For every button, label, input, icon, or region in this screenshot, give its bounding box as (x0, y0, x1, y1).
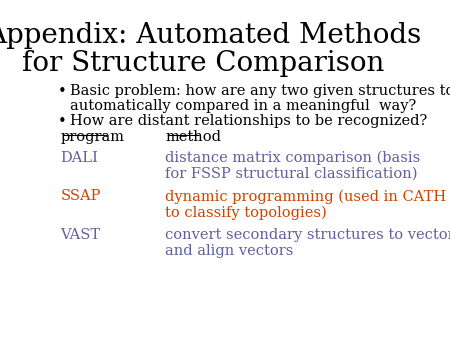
Text: dynamic programming (used in CATH: dynamic programming (used in CATH (166, 189, 446, 203)
Text: program: program (61, 130, 125, 144)
Text: for FSSP structural classification): for FSSP structural classification) (166, 167, 418, 180)
Text: method: method (166, 130, 221, 144)
Text: for Structure Comparison: for Structure Comparison (22, 50, 385, 77)
Text: •: • (57, 83, 66, 98)
Text: Appendix: Automated Methods: Appendix: Automated Methods (0, 22, 421, 48)
Text: distance matrix comparison (basis: distance matrix comparison (basis (166, 150, 421, 165)
Text: Basic problem: how are any two given structures to be: Basic problem: how are any two given str… (70, 83, 450, 98)
Text: VAST: VAST (61, 228, 101, 242)
Text: convert secondary structures to vectors: convert secondary structures to vectors (166, 228, 450, 242)
Text: and align vectors: and align vectors (166, 244, 294, 258)
Text: to classify topologies): to classify topologies) (166, 205, 327, 220)
Text: SSAP: SSAP (61, 189, 101, 203)
Text: automatically compared in a meaningful  way?: automatically compared in a meaningful w… (70, 99, 416, 113)
Text: DALI: DALI (61, 150, 99, 165)
Text: How are distant relationships to be recognized?: How are distant relationships to be reco… (70, 114, 427, 128)
Text: •: • (57, 114, 66, 129)
